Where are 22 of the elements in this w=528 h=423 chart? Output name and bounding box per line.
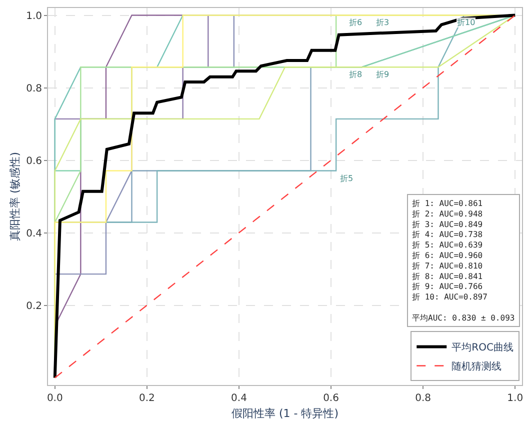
- legend-label: 平均ROC曲线: [452, 342, 514, 354]
- y-tick-label: 1.0: [26, 10, 42, 22]
- x-tick-label: 0.8: [415, 393, 432, 404]
- annotation: 折5: [340, 174, 354, 183]
- y-tick-label: 0.4: [26, 228, 42, 240]
- annotation: 折10: [457, 18, 476, 27]
- text: 折 1: AUC=0.861 折 2: AUC=0.948 折 3: AUC=0.849 折 4: AUC=0.738 折 5: AUC=0.639 折 6: AUC=0.960 折 7: AUC=0.810 折 8: AUC=0.841 折 9: AUC=0.766 折 10: AUC=0.897 平均AUC: 0.830 ± 0.093: [412, 199, 515, 322]
- y-tick-label: 0.8: [26, 83, 42, 94]
- y-tick-label: 0.6: [26, 156, 42, 167]
- x-axis-title: 假阳性率 (1 - 特异性): [231, 407, 339, 420]
- y-tick-label: 0.2: [26, 300, 42, 312]
- annotation: 折6: [349, 18, 362, 27]
- x-tick-label: 0.2: [138, 393, 155, 404]
- annotation: 折8: [349, 70, 362, 79]
- annotation: 折3: [376, 18, 390, 27]
- legend-label: 随机猜测线: [452, 360, 502, 373]
- y-axis-title: 真阳性率 (敏感性): [8, 152, 22, 242]
- x-tick-label: 0.0: [46, 393, 63, 404]
- x-tick-label: 0.4: [231, 393, 247, 404]
- annotation: 折9: [376, 70, 390, 79]
- x-tick-label: 0.6: [323, 393, 339, 404]
- x-tick-label: 1.0: [507, 393, 524, 404]
